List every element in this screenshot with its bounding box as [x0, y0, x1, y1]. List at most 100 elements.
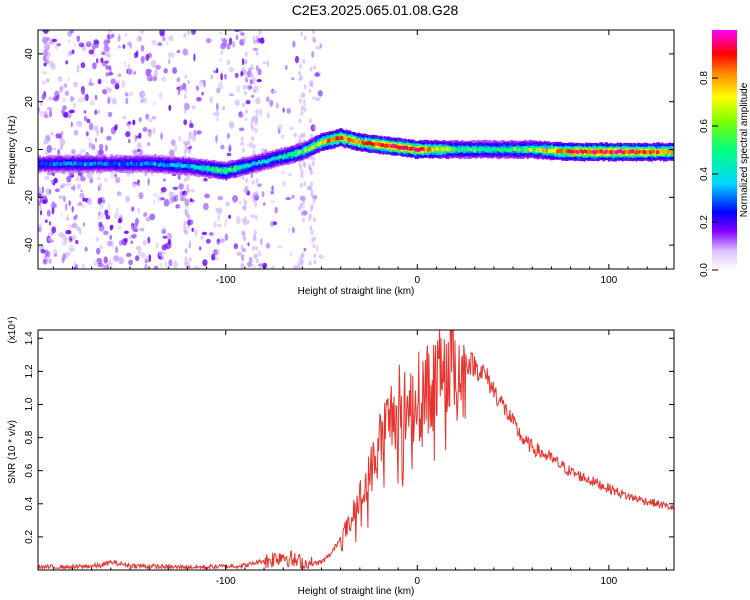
spectrogram-ridge-cell	[68, 161, 71, 166]
spectrogram-noise-dot	[152, 193, 158, 197]
spectrogram-ridge-cell	[506, 148, 509, 152]
spectrogram-noise-dot	[311, 161, 315, 167]
spectrogram-ridge-cell	[318, 142, 321, 147]
spectrogram-noise-dot	[225, 217, 228, 224]
spectrogram-noise-dot	[76, 183, 82, 190]
spectrogram-noise-dot	[155, 64, 162, 70]
spectrogram-noise-dot	[184, 74, 187, 79]
spectrogram-ridge-cell	[140, 162, 143, 167]
spectrogram-noise-dot	[209, 232, 214, 236]
spectrogram-noise-dot	[298, 257, 302, 263]
spectrogram-ridge-cell	[390, 144, 393, 149]
spectrogram-noise-dot	[83, 110, 87, 114]
spectrogram-noise-dot	[85, 93, 89, 102]
spectrogram-noise-dot	[301, 92, 305, 98]
spectrogram-noise-dot	[183, 103, 187, 108]
spectrogram-noise-dot	[251, 125, 255, 131]
spectrogram-ridge-cell	[597, 149, 600, 154]
spectrogram-ridge-cell	[59, 162, 62, 166]
spectrogram-noise-dot	[252, 47, 259, 51]
spectrogram-noise-dot	[59, 138, 66, 147]
spectrogram-ridge-cell	[601, 149, 603, 154]
spectrogram-noise-dot	[255, 178, 259, 184]
snr-frame	[37, 329, 675, 571]
spectrogram-noise-dot	[183, 220, 187, 226]
spectrogram-ridge-cell	[311, 145, 314, 150]
spectrogram-ridge-cell	[39, 162, 41, 166]
spectrogram-ridge-cell	[573, 149, 576, 154]
spectrogram-noise-dot	[147, 177, 150, 186]
spectrogram-noise-dot	[219, 58, 223, 63]
spectrogram-x-ticks: -100 0 100	[52, 30, 667, 286]
spectrogram-ridge-cell	[128, 161, 131, 166]
spectrogram-noise-dot	[100, 126, 104, 134]
spectrogram-noise-dot	[242, 37, 246, 43]
spectrogram-noise-dot	[140, 55, 145, 63]
spectrogram-noise-dot	[45, 30, 50, 33]
spectrogram-ridge-cell	[494, 147, 497, 152]
spectrogram-noise-dot	[153, 265, 159, 269]
spectrogram-noise-dot	[302, 58, 306, 64]
spectrogram-noise-dot	[71, 205, 74, 213]
spectrogram-ridge-cell	[233, 166, 236, 171]
spectrogram-ridge-cell	[206, 166, 209, 170]
spectrogram-ridge-cell	[159, 162, 162, 167]
spectrogram-noise-dot	[243, 90, 247, 96]
spectrogram-ridge-cell	[211, 167, 214, 172]
spectrogram-ridge-cell	[501, 148, 503, 152]
spectrogram-noise-dot	[140, 30, 144, 35]
spectrogram-ridge-cell	[625, 149, 628, 154]
spectrogram-ridge-cell	[599, 149, 602, 154]
spectrogram-ridge-cell	[261, 159, 264, 164]
figure-title: C2E3.2025.065.01.08.G28	[291, 2, 459, 18]
spectrogram-noise-dot	[176, 77, 181, 82]
spectrogram-ridge-cell	[554, 148, 557, 153]
spectrogram-ridge-cell	[111, 162, 114, 167]
spectrogram-noise-dot	[309, 225, 313, 231]
spectrogram-ridge-cell	[483, 147, 486, 152]
spectrogram-noise-dot	[110, 262, 113, 266]
spectrogram-noise-dot	[225, 201, 230, 207]
spectrogram-noise-dot	[156, 195, 162, 203]
spectrogram-ridge-cell	[135, 162, 138, 167]
spectrogram-noise-dot	[42, 49, 48, 57]
spectrogram-noise-dot	[93, 260, 99, 267]
spectrogram-ridge-cell	[235, 166, 238, 171]
spectrogram-noise-dot	[281, 133, 284, 140]
spectrogram-noise-dot	[61, 183, 67, 187]
spectrogram-noise-dot	[162, 36, 166, 42]
spectrogram-noise-dot	[228, 214, 232, 219]
spectrogram-noise-dot	[53, 177, 58, 184]
spectrogram-noise-dot	[104, 144, 108, 152]
spectrogram-noise-dot	[223, 222, 227, 228]
spectrogram-ridge-cell	[302, 149, 305, 154]
spectrogram-noise-dot	[44, 249, 49, 258]
snr-panel: -100 0 100 0.2 0.4 0.6 0.8 1.0 1.2 1.4 Height of…	[7, 316, 675, 597]
spectrogram-noise-dot	[300, 110, 304, 116]
spectrogram-noise-dot	[117, 218, 122, 224]
spectrogram-y-tick-label: 20	[24, 96, 35, 108]
snr-y-scale-label: (x10⁴)	[7, 316, 18, 343]
spectrogram-noise-dot	[243, 216, 247, 222]
spectrogram-noise-dot	[71, 49, 75, 55]
spectrogram-noise-dot	[55, 133, 61, 139]
spectrogram-noise-dot	[294, 55, 300, 64]
spectrogram-ridge-cell	[587, 150, 590, 155]
spectrogram-ridge-cell	[61, 162, 64, 166]
spectrogram-noise-dot	[194, 228, 198, 237]
spectrogram-noise-dot	[310, 230, 314, 235]
spectrogram-ridge-cell	[130, 161, 133, 166]
spectrogram-noise-dot	[253, 235, 257, 241]
spectrogram-ridge-cell	[85, 162, 88, 166]
spectrogram-noise-dot	[303, 99, 306, 107]
spectrogram-noise-dot	[298, 118, 302, 124]
spectrogram-noise-dot	[216, 117, 219, 122]
spectrogram-noise-dot	[152, 75, 158, 82]
spectrogram-ridge-cell	[432, 147, 434, 152]
spectrogram-noise-dot	[217, 81, 223, 90]
spectrogram-noise-dot	[163, 225, 166, 234]
spectrogram-noise-dot	[309, 168, 313, 174]
spectrogram-ridge-cell	[366, 141, 369, 146]
spectrogram-noise-dot	[53, 248, 58, 256]
spectrogram-ridge-cell	[245, 163, 248, 168]
